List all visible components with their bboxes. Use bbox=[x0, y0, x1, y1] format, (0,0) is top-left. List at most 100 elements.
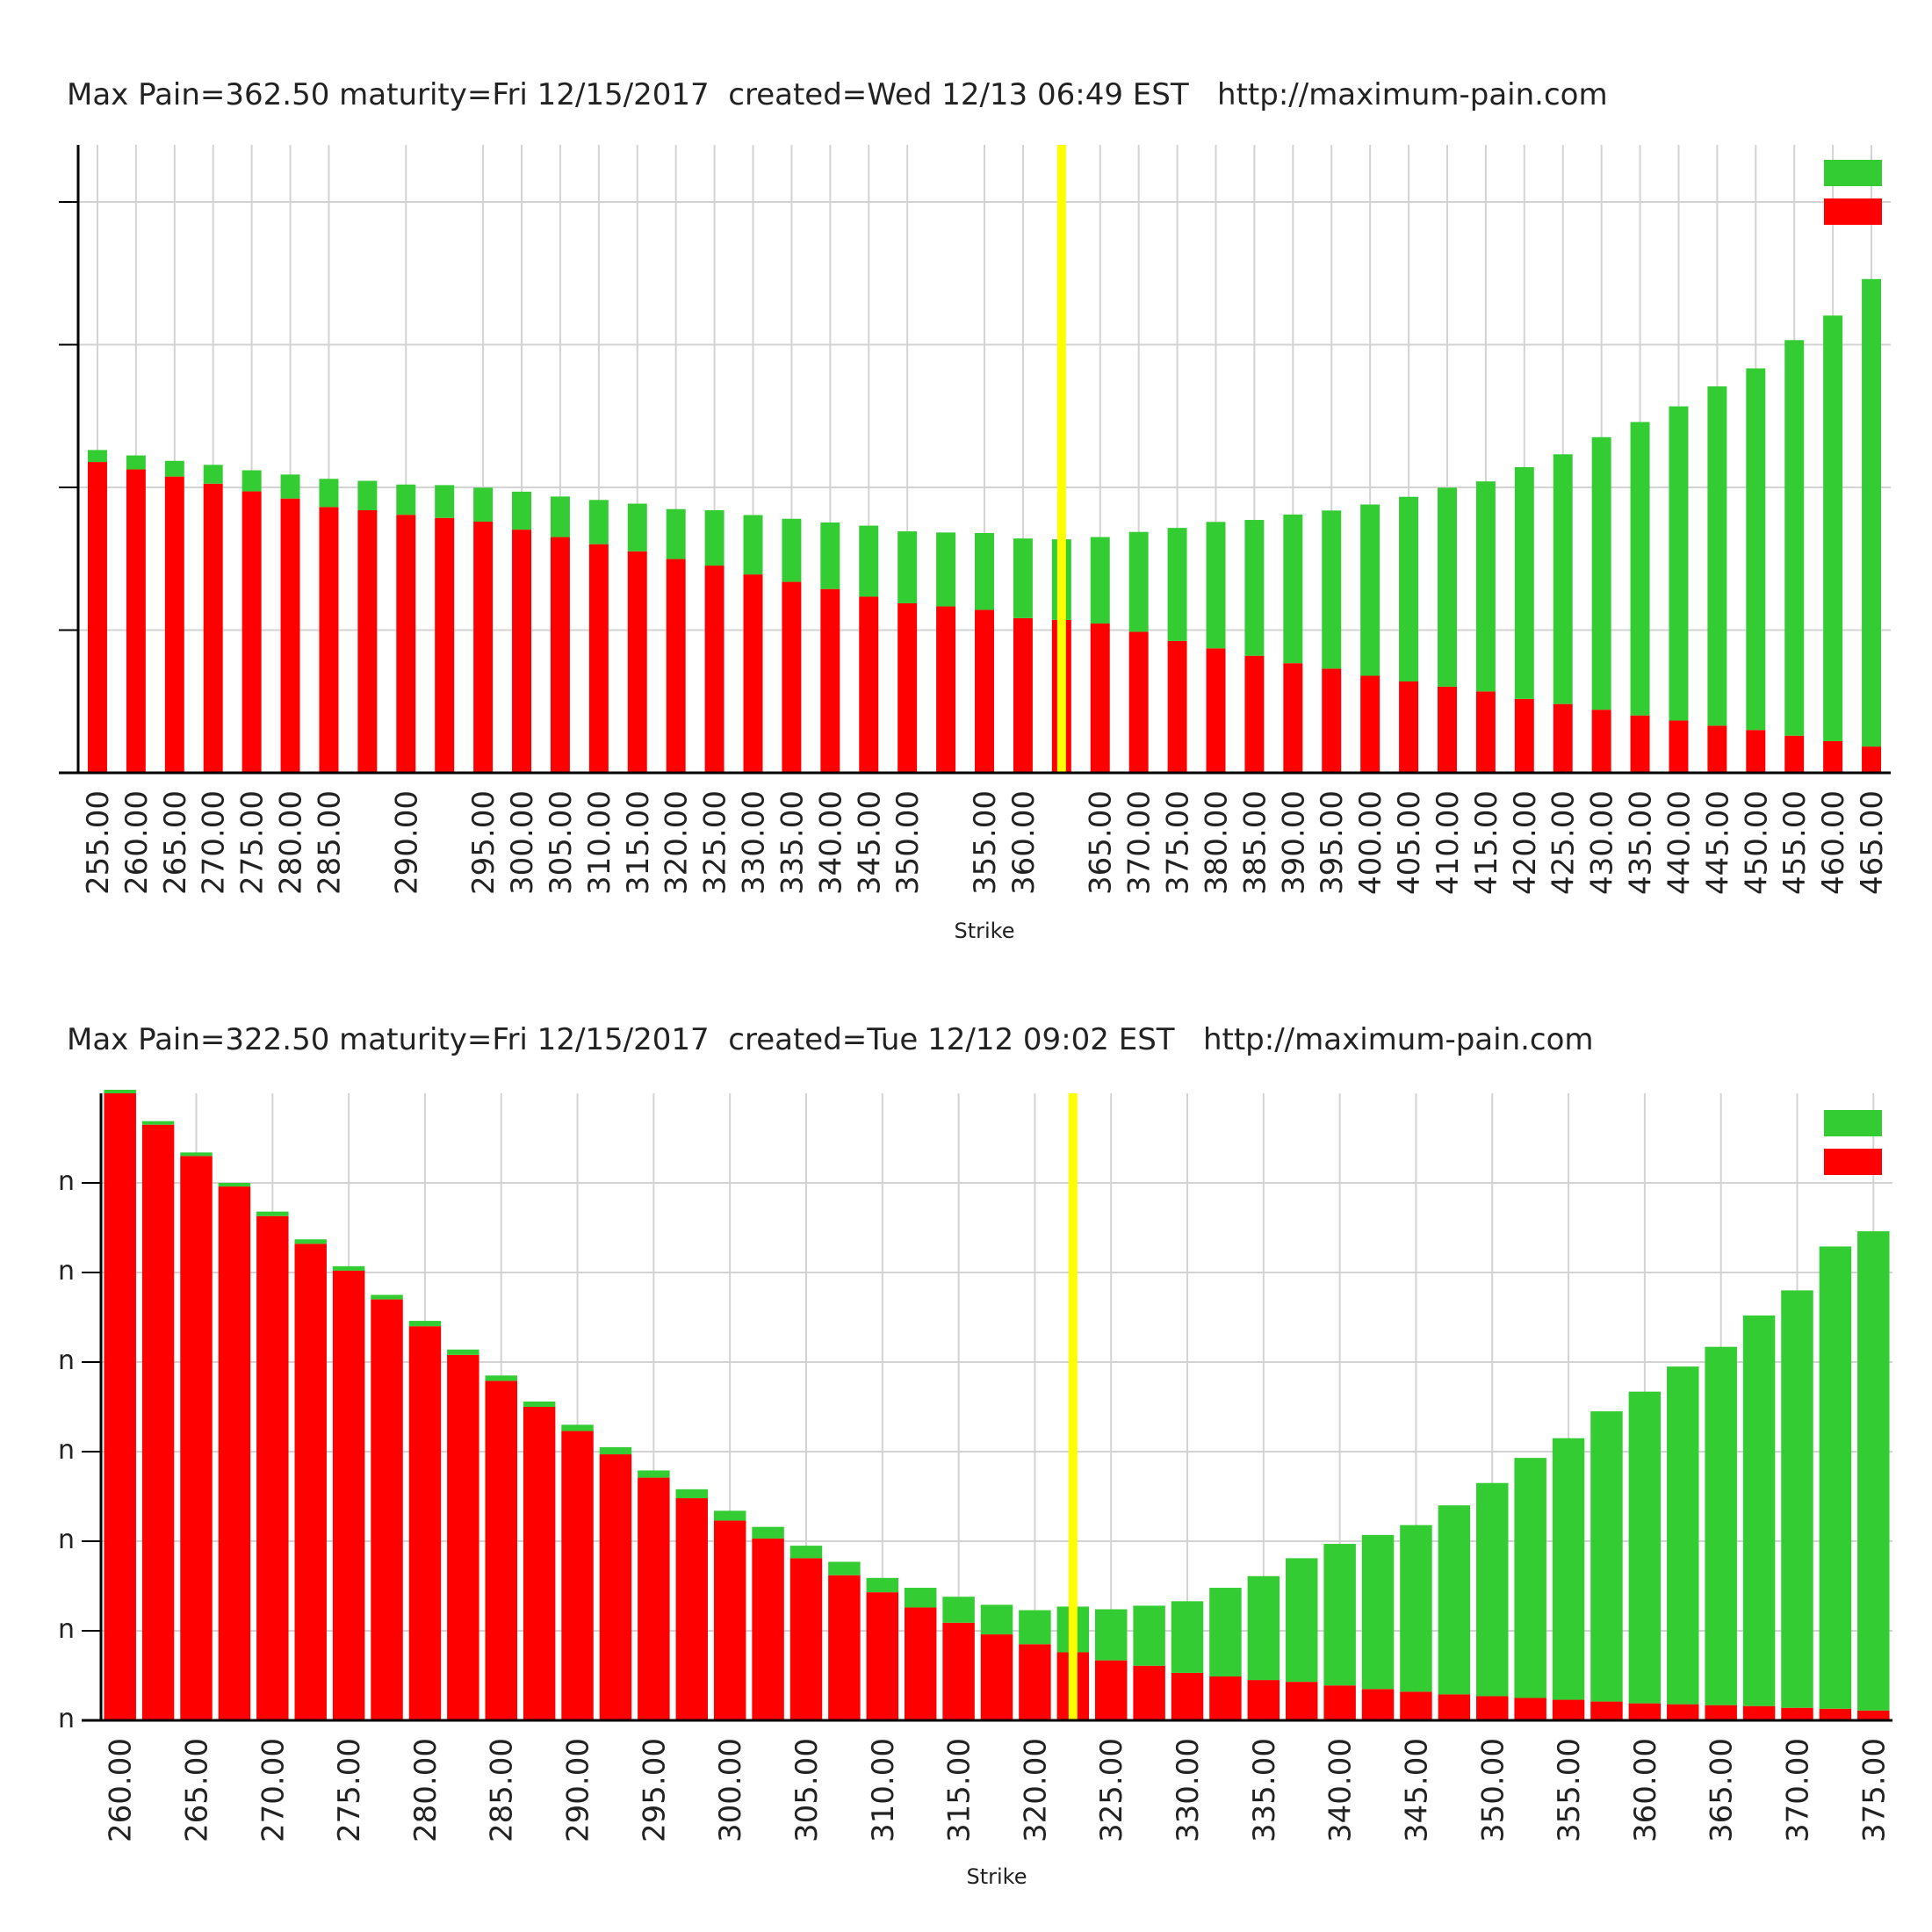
bar-puts bbox=[1209, 1676, 1242, 1720]
legend-swatch-calls bbox=[1824, 1110, 1882, 1136]
bar-calls bbox=[1209, 1588, 1242, 1677]
bar-calls bbox=[319, 479, 339, 508]
y-tick-label: n bbox=[58, 1435, 75, 1466]
x-tick-label: 375.00 bbox=[1161, 790, 1196, 895]
bar-puts bbox=[666, 559, 686, 773]
x-tick-label: 340.00 bbox=[1323, 1738, 1359, 1842]
bar-puts bbox=[256, 1215, 289, 1720]
bar-calls bbox=[1399, 496, 1419, 681]
bar-calls bbox=[1400, 1525, 1432, 1692]
bar-puts bbox=[294, 1244, 327, 1720]
bar-calls bbox=[1553, 454, 1573, 704]
bar-puts bbox=[523, 1407, 556, 1720]
bar-puts bbox=[141, 1124, 175, 1720]
chart-panel-1: Max Pain=362.50 maturity=Fri 12/15/2017 … bbox=[59, 77, 1891, 943]
bar-puts bbox=[218, 1186, 251, 1720]
bar-calls bbox=[704, 510, 724, 566]
bar-calls bbox=[1323, 1544, 1356, 1686]
bar-puts bbox=[164, 476, 184, 773]
bar-calls bbox=[256, 1211, 289, 1216]
bar-calls bbox=[218, 1183, 251, 1187]
chart-1: 255.00 260.00 265.00 270.00 275.00 280.00 285.… bbox=[59, 145, 1891, 943]
bar-puts bbox=[1862, 746, 1882, 773]
bar-calls bbox=[1171, 1601, 1204, 1673]
x-axis-title: Strike bbox=[955, 919, 1015, 943]
y-tick-label: n bbox=[58, 1345, 75, 1376]
bar-calls bbox=[485, 1375, 517, 1381]
x-tick-label: 410.00 bbox=[1431, 790, 1466, 895]
bar-calls bbox=[980, 1604, 1013, 1635]
bar-calls bbox=[87, 450, 107, 463]
x-tick-label: 305.00 bbox=[544, 790, 579, 895]
chart-title: Max Pain=322.50 maturity=Fri 12/15/2017 … bbox=[67, 1022, 1594, 1057]
bar-puts bbox=[1090, 624, 1110, 773]
bar-puts bbox=[408, 1326, 442, 1720]
legend-swatch-puts bbox=[1824, 1149, 1882, 1175]
bar-calls bbox=[1590, 1411, 1623, 1702]
x-tick-label: 255.00 bbox=[81, 790, 116, 895]
bar-puts bbox=[1399, 681, 1419, 773]
bar-puts bbox=[1360, 675, 1381, 773]
x-tick-label: 305.00 bbox=[789, 1738, 825, 1842]
x-tick-label: 295.00 bbox=[466, 790, 501, 895]
bar-calls bbox=[713, 1510, 746, 1521]
bar-calls bbox=[1286, 1558, 1318, 1683]
bar-puts bbox=[1591, 710, 1611, 773]
bar-calls bbox=[561, 1424, 594, 1431]
bar-puts bbox=[1400, 1691, 1432, 1720]
bar-puts bbox=[1094, 1660, 1128, 1720]
bar-puts bbox=[789, 1558, 823, 1720]
bar-calls bbox=[975, 533, 994, 610]
bar-puts bbox=[332, 1270, 365, 1720]
bar-puts bbox=[1206, 648, 1226, 773]
max-pain-line bbox=[1056, 145, 1066, 773]
x-tick-label: 445.00 bbox=[1700, 790, 1735, 895]
bar-calls bbox=[666, 508, 686, 559]
x-tick-label: 290.00 bbox=[561, 1738, 596, 1842]
x-tick-label: 385.00 bbox=[1237, 790, 1272, 895]
bar-calls bbox=[357, 480, 378, 510]
bar-puts bbox=[1244, 655, 1265, 773]
x-tick-label: 365.00 bbox=[1705, 1738, 1740, 1842]
bar-puts bbox=[1628, 1703, 1662, 1720]
bar-calls bbox=[1705, 1346, 1737, 1705]
x-tick-label: 375.00 bbox=[1856, 1738, 1892, 1842]
bar-calls bbox=[627, 503, 647, 551]
bar-puts bbox=[280, 498, 300, 773]
bar-calls bbox=[1438, 1505, 1471, 1695]
bar-calls bbox=[1322, 510, 1342, 669]
chart-panel-2: Max Pain=322.50 maturity=Fri 12/15/2017 … bbox=[0, 966, 1932, 1932]
bar-puts bbox=[1630, 715, 1650, 773]
bar-calls bbox=[1360, 504, 1381, 676]
bar-puts bbox=[1283, 663, 1303, 773]
x-tick-label: 460.00 bbox=[1816, 790, 1851, 895]
bar-calls bbox=[141, 1121, 175, 1125]
x-tick-label: 405.00 bbox=[1392, 790, 1427, 895]
x-tick-label: 395.00 bbox=[1315, 790, 1350, 895]
chart-2: n n n n n n n 260.00 265.00 270.00 275.00 280.00 285… bbox=[58, 1089, 1892, 1889]
bar-calls bbox=[550, 496, 570, 537]
bar-puts bbox=[638, 1477, 670, 1720]
bar-puts bbox=[180, 1156, 213, 1720]
bar-calls bbox=[1128, 531, 1149, 632]
bar-calls bbox=[936, 532, 956, 607]
x-tick-label: 325.00 bbox=[698, 790, 733, 895]
x-tick-label: 325.00 bbox=[1094, 1738, 1129, 1842]
x-tick-label: 315.00 bbox=[942, 1738, 977, 1842]
bar-puts bbox=[371, 1299, 403, 1720]
bar-calls bbox=[782, 518, 802, 582]
bar-puts bbox=[203, 483, 223, 773]
bar-calls bbox=[1669, 406, 1689, 721]
bar-puts bbox=[1514, 1698, 1546, 1720]
bar-puts bbox=[866, 1592, 899, 1720]
x-tick-label: 400.00 bbox=[1353, 790, 1388, 895]
x-tick-label: 315.00 bbox=[621, 790, 656, 895]
bar-calls bbox=[904, 1588, 937, 1608]
x-tick-label: 310.00 bbox=[582, 790, 617, 895]
bar-calls bbox=[512, 491, 531, 530]
x-tick-label: 335.00 bbox=[775, 790, 810, 895]
x-tick-label: 280.00 bbox=[274, 790, 309, 895]
bar-puts bbox=[980, 1634, 1013, 1720]
bar-puts bbox=[1819, 1708, 1852, 1720]
bar-calls bbox=[1094, 1609, 1128, 1661]
